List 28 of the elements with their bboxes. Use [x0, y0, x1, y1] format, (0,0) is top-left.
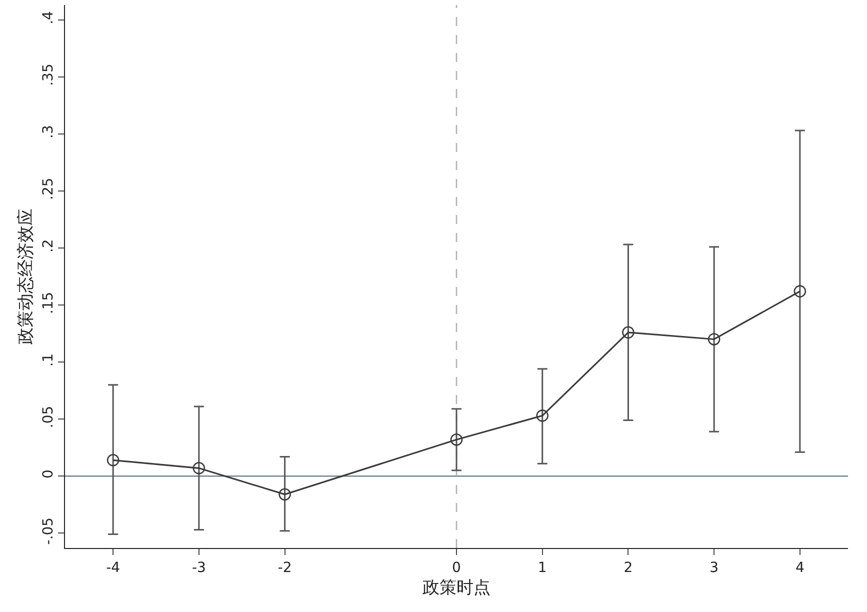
y-tick-label: .35: [40, 64, 56, 86]
y-tick-label: .3: [40, 125, 56, 138]
y-tick-label: .2: [40, 239, 56, 253]
x-axis-title: 政策时点: [422, 578, 490, 598]
point: [192, 462, 206, 474]
x-tick-label: 4: [795, 560, 804, 576]
point: [106, 454, 120, 466]
point: [794, 285, 806, 298]
y-tick-label: -.05: [40, 517, 56, 545]
point: [450, 433, 463, 446]
y-tick-label: .05: [40, 406, 56, 428]
point: [278, 488, 291, 501]
point: [622, 326, 634, 339]
x-tick-label: 3: [710, 560, 719, 576]
x-tick-label: 1: [538, 560, 547, 576]
x-tick-label: 2: [624, 560, 633, 576]
x-tick-label: -2: [278, 560, 292, 576]
x-tick-label: -3: [192, 560, 206, 576]
x-tick-label: 0: [452, 560, 461, 576]
x-tick-label: -4: [106, 560, 120, 576]
y-tick-label: 0: [40, 470, 56, 478]
y-tick-label: .4: [40, 10, 56, 24]
point: [536, 410, 549, 422]
y-tick-label: .1: [40, 353, 56, 367]
point: [708, 333, 720, 346]
y-axis-title: 政策动态经济效应: [16, 208, 36, 344]
y-tick-label: .15: [40, 292, 56, 314]
y-tick-label: .25: [40, 178, 56, 200]
